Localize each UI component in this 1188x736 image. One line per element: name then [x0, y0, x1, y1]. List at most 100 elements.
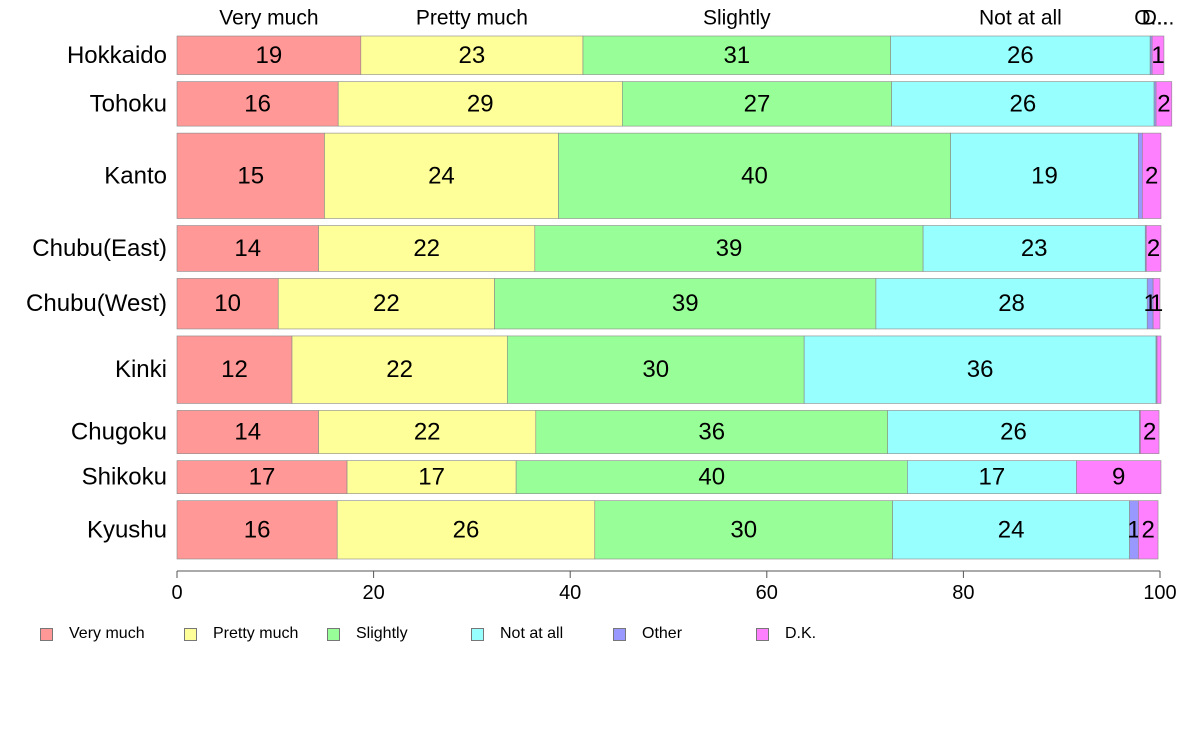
bar-segment [890, 35, 1151, 75]
x-tick-label: 100 [1143, 582, 1176, 604]
legend-label: Not at all [500, 625, 564, 642]
bar-segment [950, 132, 1139, 219]
legend-item: Other [613, 624, 682, 644]
segment-value-label: 19 [256, 42, 283, 69]
segment-value-label: 26 [1000, 419, 1027, 446]
category-label: Shikoku [82, 464, 167, 491]
bar-segment [324, 132, 559, 219]
segment-value-label: 22 [373, 290, 400, 317]
legend-label: Other [642, 625, 683, 642]
bar-segment [534, 225, 924, 272]
legend-item: Pretty much [184, 624, 298, 644]
segment-value-label: 16 [244, 90, 271, 117]
segment-value-label: 27 [744, 90, 771, 117]
category-labels: Hokkaido Tohoku Kanto Chubu(East) Chubu(West… [26, 42, 167, 544]
bar-segment [346, 460, 517, 494]
bar-segment [515, 460, 908, 494]
segment-value-label: 24 [428, 162, 455, 189]
category-label: Kanto [104, 162, 167, 189]
bar-segment [558, 132, 951, 219]
category-label: Kinki [115, 356, 167, 383]
segment-value-label: 29 [467, 90, 494, 117]
category-label: Chubu(West) [26, 290, 167, 317]
segment-value-label: 14 [234, 235, 261, 262]
bar-segment [1138, 132, 1143, 219]
bar-segment [277, 278, 495, 330]
category-label: Chugoku [71, 419, 167, 446]
stacked-bar-chart: Very much Pretty much Slightly Not at all O.… [26, 7, 1177, 605]
bar-segment [337, 81, 623, 127]
legend-swatch [40, 627, 53, 641]
x-tick-label: 20 [362, 582, 384, 604]
bar-segment [1142, 132, 1162, 219]
segment-value-label: 12 [221, 356, 248, 383]
bar-segment [1156, 335, 1162, 404]
category-label: Kyushu [87, 516, 167, 543]
x-tick-label: 40 [559, 582, 581, 604]
bar-segment [907, 460, 1077, 494]
bar-rows: 19 23 31 26 116 29 27 26 215 24 40 19 214 22 39 23 210 22… [176, 35, 1173, 560]
column-header-label: Pretty much [416, 7, 528, 30]
segment-value-label: 22 [386, 356, 413, 383]
segment-value-label: 23 [1021, 235, 1048, 262]
segment-value-label: 1 [1127, 516, 1140, 543]
category-label: Hokkaido [67, 42, 167, 69]
legend-item: Slightly [327, 624, 408, 644]
segment-value-label: 31 [723, 42, 750, 69]
segment-value-label: 1 [1150, 290, 1163, 317]
bar-segment [922, 225, 1146, 272]
bar-segment [1140, 410, 1160, 454]
bar-segment [892, 500, 1130, 560]
legend-swatch [613, 627, 626, 641]
segment-value-label: 30 [730, 516, 757, 543]
segment-value-label: 22 [414, 419, 441, 446]
segment-value-label: 10 [214, 290, 241, 317]
legend-swatch [471, 627, 484, 641]
segment-value-label: 2 [1157, 90, 1170, 117]
x-tick-label: 80 [952, 582, 974, 604]
segment-value-label: 17 [418, 464, 445, 491]
segment-value-label: 40 [741, 162, 768, 189]
segment-value-label: 14 [234, 419, 261, 446]
category-label: Chubu(East) [32, 235, 167, 262]
bar-segment [176, 460, 348, 494]
segment-value-label: 2 [1145, 162, 1158, 189]
segment-value-label: 36 [967, 356, 994, 383]
segment-value-label: 2 [1143, 419, 1156, 446]
bar-segment [887, 410, 1140, 454]
legend-item: D.K. [756, 624, 816, 644]
segment-value-label: 40 [698, 464, 725, 491]
segment-value-label: 1 [1151, 42, 1164, 69]
legend: Very much Pretty much Slightly Not at all Ot… [40, 624, 1140, 646]
segment-value-label: 15 [237, 162, 264, 189]
bar-segment [318, 225, 536, 272]
segment-value-label: 24 [998, 516, 1025, 543]
segment-value-label: 17 [979, 464, 1006, 491]
bar-segment [176, 81, 339, 127]
column-header-labels: Very much Pretty much Slightly Not at all O.… [219, 7, 1174, 30]
legend-label: D.K. [785, 625, 817, 642]
x-tick-label: 0 [171, 582, 182, 604]
column-header-label: D... [1142, 7, 1175, 30]
bar-segment [1155, 81, 1173, 127]
bar-segment [360, 35, 584, 75]
segment-value-label: 30 [642, 356, 669, 383]
bar-segment [1151, 35, 1165, 75]
bar-segment [594, 500, 893, 560]
segment-value-label: 26 [1010, 90, 1037, 117]
segment-value-label: 26 [1007, 42, 1034, 69]
segment-value-label: 39 [716, 235, 743, 262]
legend-swatch [327, 627, 340, 641]
category-label: Tohoku [90, 90, 167, 117]
x-tick-label: 60 [756, 582, 778, 604]
segment-value-label: 19 [1031, 162, 1058, 189]
column-header-label: Not at all [979, 7, 1062, 30]
column-header-label: Slightly [703, 7, 771, 30]
column-header-label: Very much [219, 7, 318, 30]
legend-swatch [184, 627, 197, 641]
segment-value-label: 17 [249, 464, 276, 491]
segment-value-label: 2 [1147, 235, 1160, 262]
bar-segment [1145, 225, 1162, 272]
segment-value-label: 23 [459, 42, 486, 69]
segment-value-label: 2 [1142, 516, 1155, 543]
